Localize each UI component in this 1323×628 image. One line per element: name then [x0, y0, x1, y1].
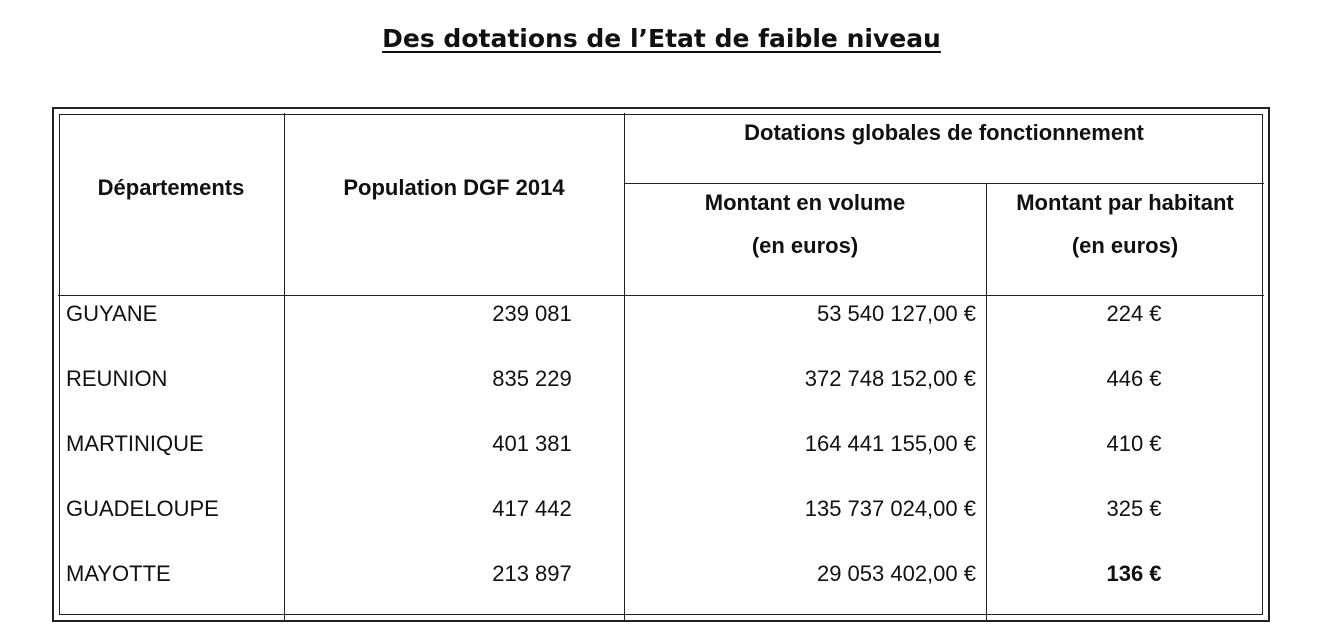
- cell-habitant: 224 €: [1106, 301, 1162, 326]
- cell-departement: MARTINIQUE: [66, 431, 204, 456]
- cell-departement: REUNION: [66, 366, 168, 391]
- header-dotations: Dotations globales de fonctionnement: [744, 120, 1144, 145]
- header-departements: Départements: [97, 175, 245, 200]
- cell-volume: 372 748 152,00 €: [804, 366, 976, 391]
- header-habitant-line1: Montant par habitant: [1016, 190, 1234, 215]
- header-volume-line1: Montant en volume: [704, 190, 906, 215]
- cell-volume: 135 737 024,00 €: [804, 496, 976, 521]
- cell-habitant: 410 €: [1106, 431, 1162, 456]
- page-title: Des dotations de l’Etat de faible niveau: [382, 24, 941, 53]
- cell-population: 239 081: [492, 301, 572, 326]
- cell-departement: GUADELOUPE: [66, 496, 219, 521]
- header-volume-line2: (en euros): [751, 233, 859, 258]
- cell-population: 417 442: [492, 496, 572, 521]
- cell-habitant: 325 €: [1106, 496, 1162, 521]
- cell-departement: MAYOTTE: [66, 561, 171, 586]
- header-habitant-line2: (en euros): [1071, 233, 1179, 258]
- column-divider: [624, 113, 625, 621]
- column-divider: [986, 183, 987, 621]
- cell-habitant: 446 €: [1106, 366, 1162, 391]
- column-divider: [284, 113, 285, 621]
- header-divider: [58, 295, 1264, 296]
- cell-population: 213 897: [492, 561, 572, 586]
- cell-volume: 53 540 127,00 €: [816, 301, 976, 326]
- dotations-table: [52, 107, 1270, 622]
- cell-volume: 29 053 402,00 €: [816, 561, 976, 586]
- row-divider: [624, 183, 1264, 184]
- cell-population: 835 229: [492, 366, 572, 391]
- cell-volume: 164 441 155,00 €: [804, 431, 976, 456]
- table-inner-border: [59, 114, 1263, 615]
- cell-departement: GUYANE: [66, 301, 158, 326]
- cell-habitant: 136 €: [1106, 561, 1162, 586]
- cell-population: 401 381: [492, 431, 572, 456]
- header-population: Population DGF 2014: [343, 175, 565, 200]
